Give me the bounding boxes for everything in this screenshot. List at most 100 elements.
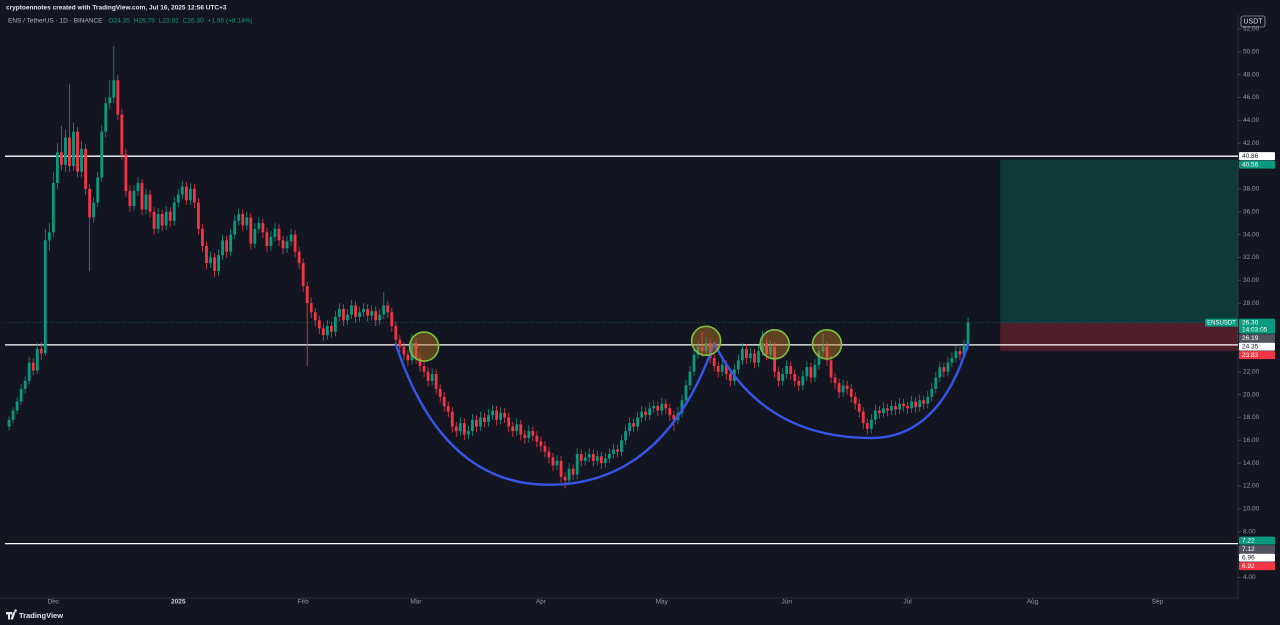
ohlc-legend: +1.96 (+8.14%): [208, 18, 253, 25]
candle-body: [652, 406, 656, 409]
candle-body: [422, 366, 426, 372]
candle-body: [201, 228, 204, 246]
candle-body: [7, 419, 11, 427]
candle-body: [785, 366, 789, 374]
candle-body: [716, 366, 720, 372]
candle-body: [555, 460, 559, 466]
candle-body: [636, 417, 640, 427]
candle-body: [825, 346, 829, 361]
candle-body: [60, 152, 63, 165]
x-tick-label: Jun: [781, 599, 792, 606]
candle-body: [354, 305, 357, 317]
x-tick-label: Apr: [536, 599, 547, 606]
symbol: ENS / TetherUS · 1D · BINANCE: [8, 18, 103, 25]
candle-body: [648, 408, 652, 416]
x-tick-label: Mar: [410, 599, 422, 606]
candle-body: [358, 312, 361, 317]
candle-body: [329, 326, 333, 332]
candle-body: [700, 346, 704, 352]
candle-body: [507, 417, 511, 427]
candle-body: [394, 326, 398, 340]
candle-body: [559, 460, 563, 477]
candle-body: [402, 346, 406, 355]
candle-body: [696, 346, 700, 355]
candle-body: [418, 358, 422, 366]
candle-body: [753, 353, 756, 363]
x-tick-label: Aug: [1027, 599, 1039, 606]
candle-body: [761, 343, 764, 352]
candle-body: [479, 417, 482, 427]
ohlc-legend: H26.76: [134, 18, 155, 25]
candle-body: [664, 403, 668, 409]
candle-body: [583, 457, 587, 461]
candle-body: [692, 354, 696, 372]
candle-body: [406, 354, 410, 361]
price-label-bg: [1239, 545, 1275, 554]
candle-body: [164, 211, 168, 226]
candle-body: [902, 403, 905, 406]
candle-body: [865, 423, 869, 429]
ohlc-legend: O24.35: [109, 18, 131, 25]
candle-body: [801, 376, 805, 386]
candle-body: [789, 366, 793, 374]
x-tick-label: Jul: [903, 599, 912, 606]
candle-body: [19, 388, 23, 402]
candle-body: [462, 423, 466, 435]
candle-body: [55, 152, 59, 184]
candle-body: [386, 305, 390, 313]
candle-body: [869, 419, 873, 429]
candle-body: [515, 424, 519, 432]
candle-body: [281, 240, 285, 249]
candle-body: [217, 255, 220, 272]
candle-body: [769, 346, 772, 355]
candle-body: [728, 374, 732, 381]
countdown: 14:03:05: [1242, 326, 1268, 333]
price-label: 24.35: [1242, 343, 1259, 350]
x-tick-label: Sep: [1152, 599, 1164, 606]
candle-body: [793, 374, 797, 381]
candle-body: [72, 131, 75, 166]
currency[interactable]: USDT: [1243, 19, 1263, 26]
candle-body: [442, 396, 446, 406]
candle-body: [261, 223, 265, 233]
candle-body: [92, 202, 96, 218]
candle-body: [962, 344, 966, 355]
candle-body: [241, 214, 245, 226]
candle-body: [745, 348, 748, 358]
candle-body: [551, 457, 555, 466]
candle-body: [934, 377, 938, 389]
candle-body: [527, 431, 531, 438]
candle-body: [531, 431, 535, 436]
candle-body: [96, 177, 100, 203]
candle-body: [370, 311, 374, 316]
candle-body: [495, 410, 498, 420]
candle-body: [620, 440, 623, 452]
price-label-bg: [1239, 160, 1275, 169]
candle-body: [628, 423, 631, 432]
candle-body: [579, 454, 583, 461]
candle-body: [76, 131, 79, 172]
candle-body: [148, 194, 152, 212]
candle-body: [926, 396, 930, 404]
cup-curve: [712, 341, 970, 440]
candle-body: [684, 385, 688, 401]
candle-body: [27, 362, 31, 381]
price-label-bg: [1239, 152, 1275, 161]
symbol-badge-bg: [1205, 318, 1238, 327]
ohlc-legend: C26.30: [183, 18, 204, 25]
candle-body: [958, 351, 962, 355]
currency-badge[interactable]: [1240, 15, 1266, 28]
price-label: 40.86: [1242, 153, 1259, 160]
candle-body: [765, 343, 768, 355]
candle-body: [197, 202, 200, 229]
candle-body: [64, 137, 67, 165]
candle-body: [499, 412, 503, 420]
price-label-bg: [1239, 342, 1275, 351]
y-tick-label: 8.00: [1243, 528, 1256, 535]
candle-body: [245, 217, 249, 226]
candle-body: [43, 240, 47, 354]
candle-body: [724, 364, 728, 374]
candle-body: [471, 419, 474, 432]
